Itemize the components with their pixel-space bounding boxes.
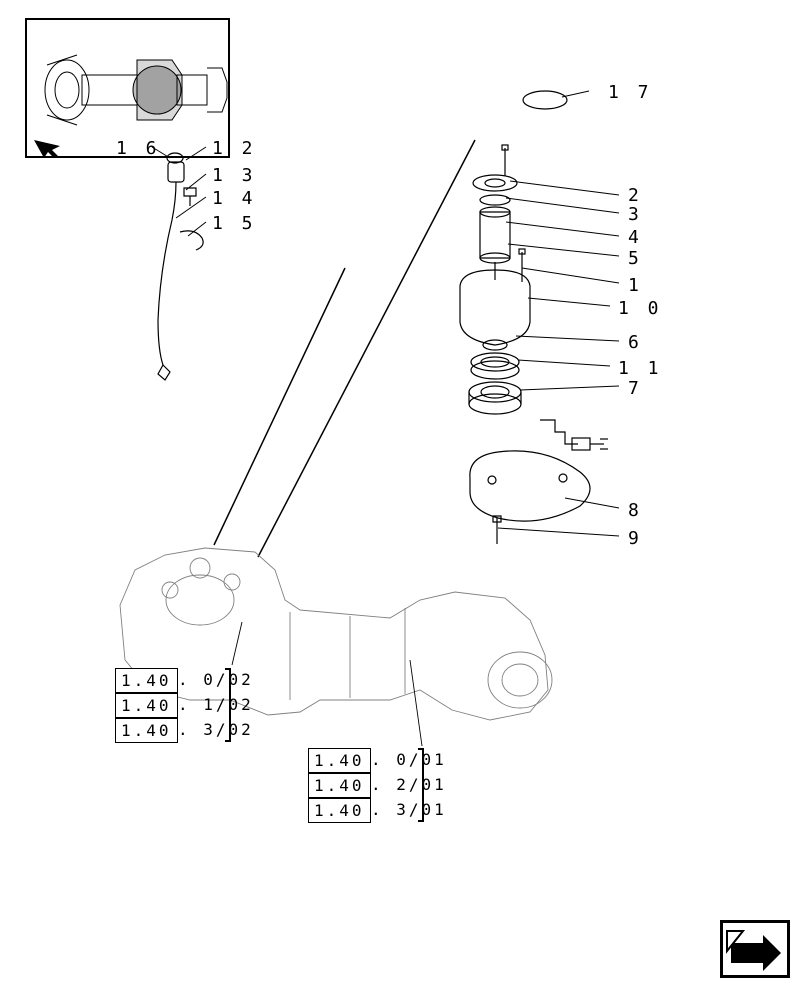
breather-hose-assembly (158, 153, 203, 380)
callout-17: 1 7 (608, 82, 653, 103)
callout-1: 1 (628, 275, 643, 296)
callout-8: 8 (628, 500, 643, 521)
callout-9: 9 (628, 528, 643, 549)
callout-16: 1 6 (116, 138, 161, 159)
ref-box-l0: 1.40 (115, 668, 178, 693)
ref-suffix-r1: . 2/01 (371, 775, 447, 794)
next-page-icon[interactable] (720, 920, 790, 978)
axle-body (120, 548, 552, 746)
sensor-fitting (540, 420, 608, 450)
ref-suffix-l0: . 0/02 (178, 670, 254, 689)
callout-14: 1 4 (212, 188, 257, 209)
ref-suffix-l2: . 3/02 (178, 720, 254, 739)
callout-12: 1 2 (212, 138, 257, 159)
callout-15: 1 5 (212, 213, 257, 234)
ref-box-r0: 1.40 (308, 748, 371, 773)
callout-5: 5 (628, 248, 643, 269)
callout-13: 1 3 (212, 165, 257, 186)
callout-4: 4 (628, 227, 643, 248)
upper-pin-assembly (460, 145, 530, 414)
ref-box-l2: 1.40 (115, 718, 178, 743)
callout-6: 6 (628, 332, 643, 353)
callout-2: 2 (628, 185, 643, 206)
ref-box-l1: 1.40 (115, 693, 178, 718)
part-cap-17 (523, 91, 567, 109)
callout-11: 1 1 (618, 358, 663, 379)
callout-7: 7 (628, 378, 643, 399)
ref-suffix-l1: . 1/02 (178, 695, 254, 714)
ref-box-r1: 1.40 (308, 773, 371, 798)
callout-3: 3 (628, 204, 643, 225)
ref-suffix-r2: . 3/01 (371, 800, 447, 819)
ref-box-r2: 1.40 (308, 798, 371, 823)
ref-suffix-r0: . 0/01 (371, 750, 447, 769)
callout-10: 1 0 (618, 298, 663, 319)
